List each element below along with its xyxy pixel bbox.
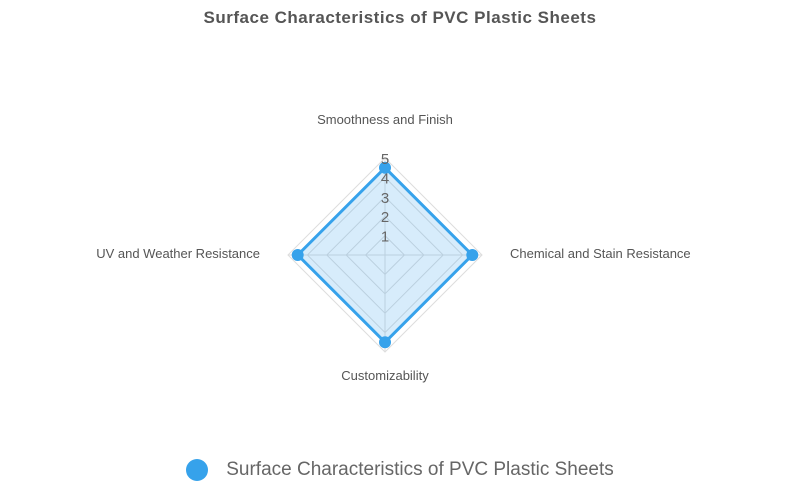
legend-swatch	[186, 459, 209, 481]
data-point	[291, 249, 304, 261]
axis-label: UV and Weather Resistance	[96, 246, 260, 261]
tick-label: 5	[381, 151, 389, 168]
tick-label: 1	[381, 229, 389, 246]
tick-label: 2	[381, 209, 389, 226]
data-point	[466, 249, 479, 261]
axis-label: Chemical and Stain Resistance	[510, 246, 691, 261]
tick-label: 4	[381, 170, 389, 187]
legend[interactable]: Surface Characteristics of PVC Plastic S…	[0, 459, 800, 481]
chart-title: Surface Characteristics of PVC Plastic S…	[203, 8, 597, 27]
data-point	[379, 161, 391, 174]
legend-label: Surface Characteristics of PVC Plastic S…	[226, 459, 614, 480]
tick-label: 3	[381, 190, 389, 207]
data-point	[379, 336, 391, 349]
axis-label: Smoothness and Finish	[317, 112, 453, 127]
series-layer	[291, 161, 479, 349]
axis-label: Customizability	[341, 368, 429, 383]
grid-layer	[287, 157, 483, 353]
label-layer: 1 2 3 4 5 Smoothness and Finish Chemical and S…	[96, 112, 690, 383]
